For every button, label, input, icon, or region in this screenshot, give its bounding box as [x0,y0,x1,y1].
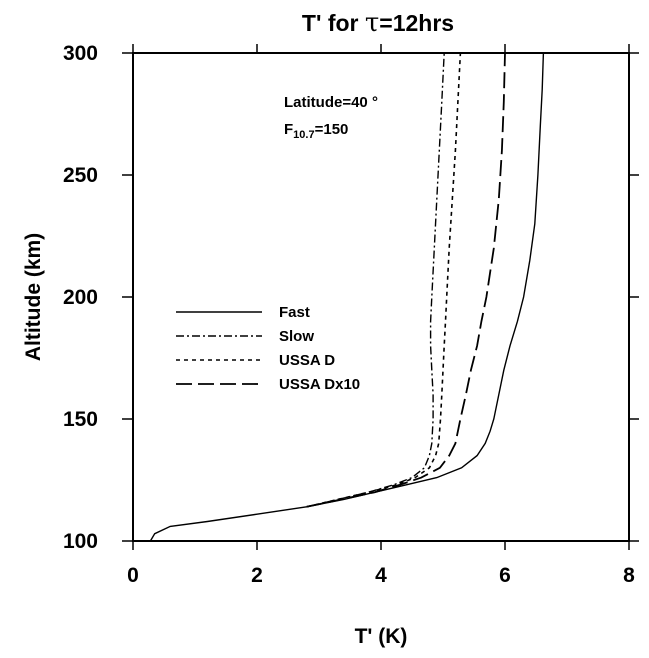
series-line-slow [306,52,445,508]
f107-main: F [284,121,293,138]
legend-label: Fast [279,304,310,321]
y-tick-label: 250 [63,164,98,187]
legend: Fast Slow USSA D USSA Dx10 [176,304,360,393]
x-tick-label: 0 [127,564,139,587]
plot-frame [132,52,630,542]
y-axis-title: Altitude (km) [22,233,45,361]
f107-subscript: 10.7 [293,129,314,141]
legend-label: Slow [279,328,314,345]
y-axis: 100 150 200 250 300 [63,42,639,553]
series-group [149,52,545,542]
chart-title-tau: τ [365,8,379,38]
latitude-annotation: Latitude=40 ° [284,94,378,111]
series-line-ussa-d [306,52,462,508]
x-tick-label: 2 [251,564,263,587]
x-tick-label: 8 [623,564,635,587]
y-tick-label: 300 [63,42,98,65]
series-line-fast [149,52,545,542]
y-tick-label: 100 [63,530,98,553]
x-tick-label: 6 [499,564,511,587]
x-tick-label: 4 [375,564,387,587]
chart-title-prefix: T' for [302,10,365,36]
y-tick-label: 200 [63,286,98,309]
y-tick-label: 150 [63,408,98,431]
x-axis: 0 2 4 6 8 [127,44,635,587]
chart-title-suffix: =12hrs [379,10,454,36]
legend-label: USSA Dx10 [279,376,360,393]
x-axis-title: T' (K) [355,625,408,648]
legend-label: USSA D [279,352,335,369]
f107-value: =150 [315,121,349,138]
f107-annotation: F10.7=150 [284,121,348,141]
series-line-ussa-dx10 [306,52,506,508]
chart-title: T' for τ=12hrs [302,8,454,38]
